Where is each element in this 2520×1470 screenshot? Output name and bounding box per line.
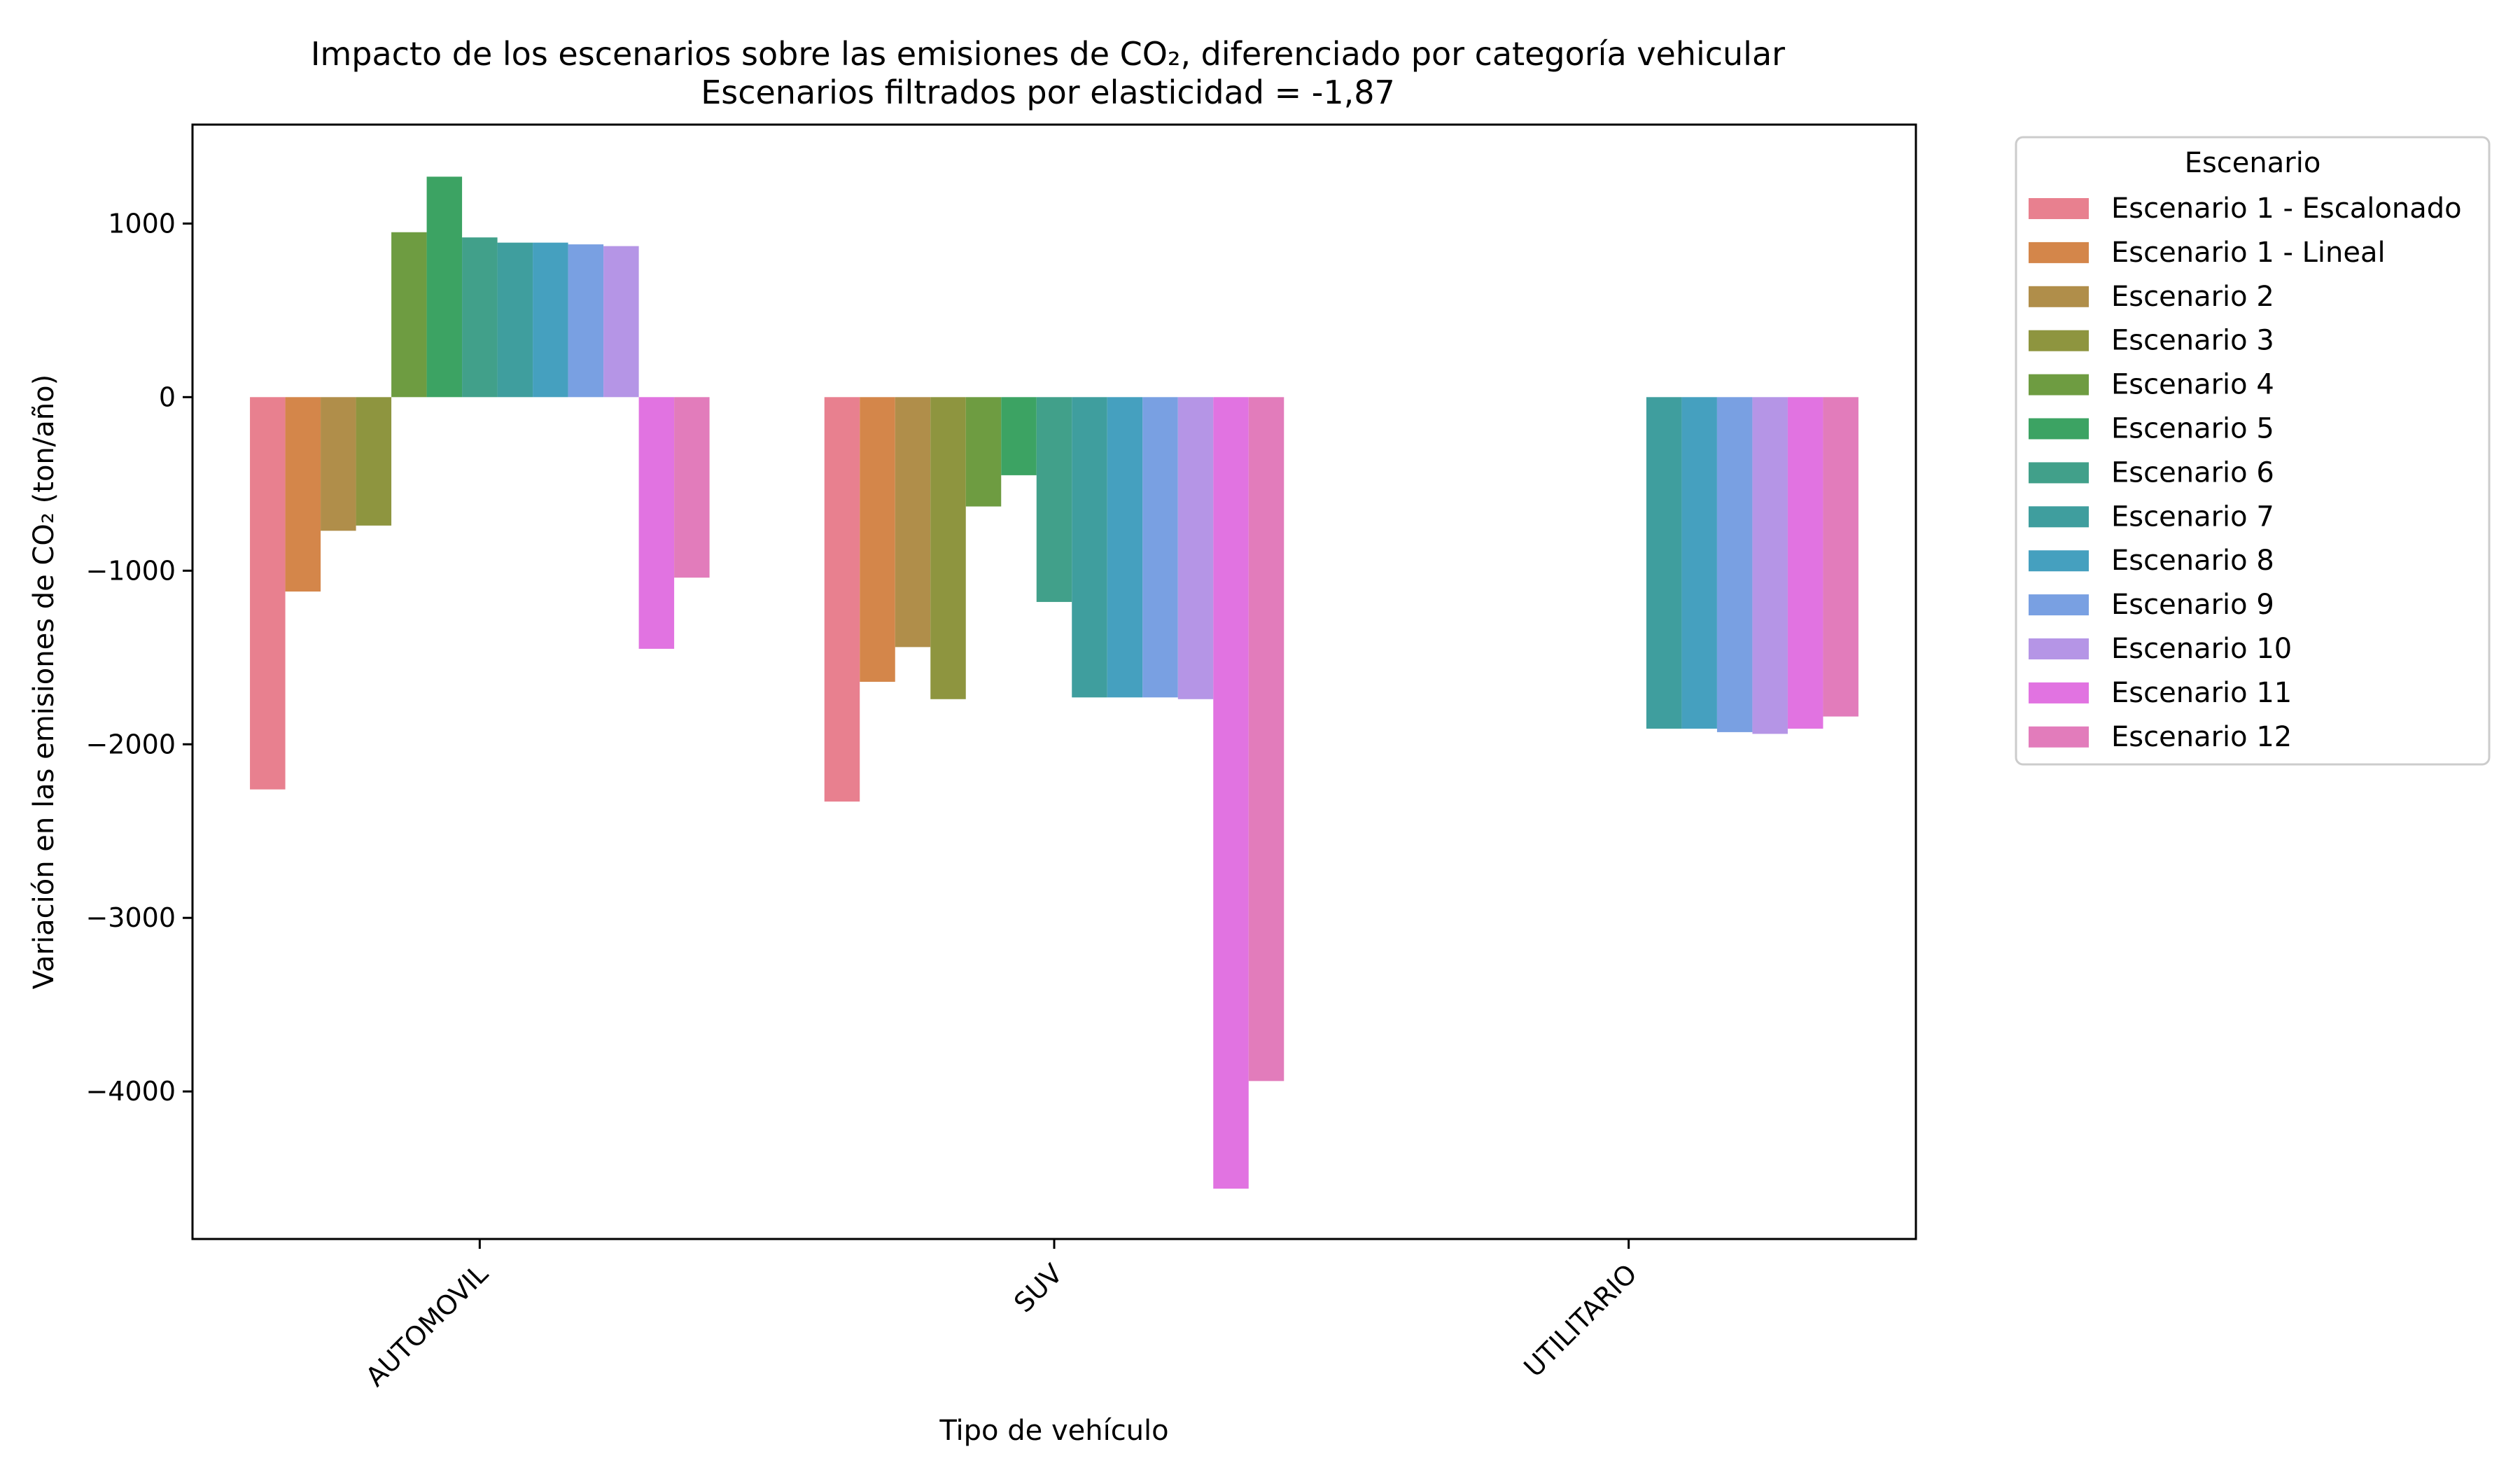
legend-label-9: Escenario 9 xyxy=(2111,589,2274,621)
bar-automovil-9 xyxy=(568,244,604,398)
legend-swatch-8 xyxy=(2029,550,2089,572)
bar-automovil-10 xyxy=(603,246,639,398)
bar-automovil-6 xyxy=(462,237,498,398)
bar-automovil-1 xyxy=(285,397,321,592)
legend-swatch-11 xyxy=(2029,682,2089,704)
y-axis-label: Variación en las emisiones de CO₂ (ton/a… xyxy=(28,374,60,989)
legend-swatch-6 xyxy=(2029,462,2089,484)
bar-suv-2 xyxy=(895,397,931,648)
bar-suv-1 xyxy=(860,397,895,682)
legend-label-0: Escenario 1 - Escalonado xyxy=(2111,192,2462,225)
legend-label-12: Escenario 12 xyxy=(2111,721,2292,753)
bar-utilitario-7 xyxy=(1646,397,1682,729)
bar-suv-3 xyxy=(930,397,966,699)
bar-automovil-0 xyxy=(250,397,286,790)
legend-swatch-2 xyxy=(2029,286,2089,307)
bar-automovil-8 xyxy=(533,242,568,398)
legend-swatch-5 xyxy=(2029,418,2089,440)
legend-box xyxy=(2015,136,2491,766)
legend-swatch-12 xyxy=(2029,726,2089,748)
chart-subtitle: Escenarios filtrados por elasticidad = -… xyxy=(701,74,1395,111)
bar-automovil-7 xyxy=(497,242,533,398)
bar-automovil-12 xyxy=(674,397,710,578)
legend-label-11: Escenario 11 xyxy=(2111,677,2292,709)
bar-utilitario-8 xyxy=(1681,397,1717,729)
legend-label-3: Escenario 3 xyxy=(2111,325,2274,357)
bar-suv-10 xyxy=(1177,397,1214,699)
legend-swatch-0 xyxy=(2029,198,2089,219)
y-tick-label: −3000 xyxy=(85,902,176,933)
y-axis: 1000 0 −1000 −2000 −3000 −4000 xyxy=(85,208,192,1107)
legend-label-1: Escenario 1 - Lineal xyxy=(2111,237,2386,269)
legend-label-2: Escenario 2 xyxy=(2111,281,2274,313)
legend-label-10: Escenario 10 xyxy=(2111,633,2292,665)
y-tick-label: −2000 xyxy=(85,729,176,760)
legend-swatch-9 xyxy=(2029,594,2089,616)
chart-title: Impacto de los escenarios sobre las emis… xyxy=(311,35,1785,73)
y-tick-label: −1000 xyxy=(85,555,176,586)
legend-label-7: Escenario 7 xyxy=(2111,500,2274,533)
legend-swatch-7 xyxy=(2029,506,2089,528)
bar-suv-4 xyxy=(965,397,1002,507)
bar-utilitario-10 xyxy=(1752,397,1788,734)
bar-suv-11 xyxy=(1213,397,1249,1189)
x-axis-label: Tipo de vehículo xyxy=(939,1415,1168,1447)
bar-suv-8 xyxy=(1107,397,1143,698)
y-tick-label: 1000 xyxy=(108,208,176,239)
bar-automovil-3 xyxy=(356,397,392,526)
legend-swatch-1 xyxy=(2029,241,2089,263)
bar-automovil-4 xyxy=(391,232,427,398)
bar-suv-7 xyxy=(1072,397,1107,698)
legend: Escenario Escenario 1 - Escalonado Escena… xyxy=(2015,136,2491,766)
bar-suv-5 xyxy=(1001,397,1037,475)
legend-label-8: Escenario 8 xyxy=(2111,545,2274,577)
legend-swatch-4 xyxy=(2029,374,2089,396)
bar-suv-9 xyxy=(1142,397,1178,698)
bar-suv-12 xyxy=(1248,397,1284,1082)
y-tick-label: 0 xyxy=(159,382,176,412)
bar-utilitario-12 xyxy=(1823,397,1858,717)
bars xyxy=(250,176,1858,1189)
bar-utilitario-11 xyxy=(1787,397,1823,729)
legend-label-5: Escenario 5 xyxy=(2111,413,2274,445)
y-tick-label: −4000 xyxy=(85,1076,176,1107)
bar-suv-0 xyxy=(824,397,860,802)
legend-title: Escenario xyxy=(2185,147,2321,179)
bar-automovil-5 xyxy=(426,176,463,398)
legend-swatch-3 xyxy=(2029,330,2089,351)
bar-utilitario-9 xyxy=(1716,397,1753,732)
legend-swatch-10 xyxy=(2029,638,2089,659)
bar-automovil-2 xyxy=(321,397,356,531)
legend-label-4: Escenario 4 xyxy=(2111,369,2274,401)
legend-label-6: Escenario 6 xyxy=(2111,456,2274,489)
bar-suv-6 xyxy=(1036,397,1072,602)
bar-automovil-11 xyxy=(638,397,675,649)
